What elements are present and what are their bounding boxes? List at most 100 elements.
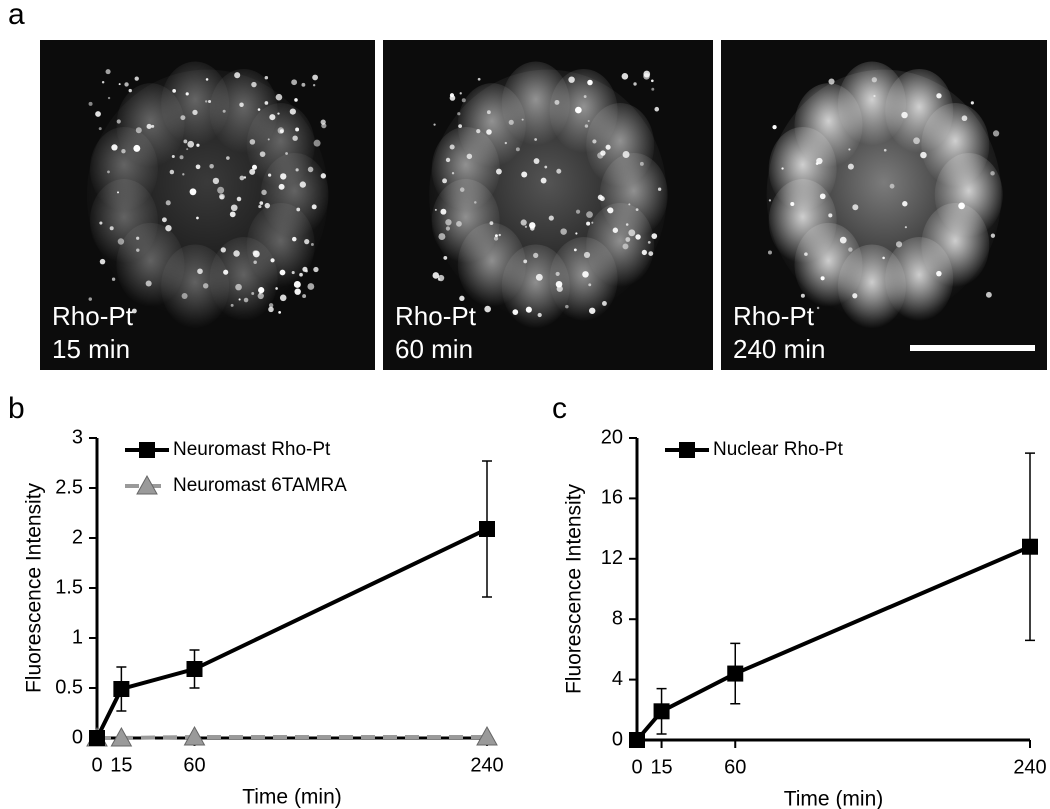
speck (990, 233, 996, 238)
legend-marker (139, 442, 155, 458)
speck (648, 251, 654, 256)
speck (622, 151, 630, 159)
x-tick-label: 15 (650, 756, 672, 778)
speck (292, 236, 297, 242)
speck (476, 129, 481, 134)
y-tick-label: 8 (612, 607, 623, 629)
legend-label: Nuclear Rho-Pt (713, 439, 844, 460)
image-label: Rho-Pt (733, 301, 815, 331)
speck (628, 229, 636, 237)
marker (110, 726, 133, 747)
speck (239, 175, 245, 181)
speck (268, 306, 274, 313)
speck (936, 270, 942, 277)
speck (278, 311, 282, 314)
y-tick-label: 0.5 (55, 676, 83, 698)
speck (196, 216, 199, 220)
speck (445, 219, 452, 226)
speck (236, 196, 242, 202)
x-tick-label: 60 (724, 756, 746, 778)
speck (820, 276, 825, 281)
speck (600, 150, 606, 156)
marker (727, 665, 744, 682)
speck (192, 109, 198, 116)
speck (852, 293, 858, 299)
speck (88, 297, 92, 301)
speck (88, 101, 93, 106)
speck (235, 283, 242, 291)
speck (540, 177, 547, 184)
speck (622, 243, 629, 250)
speck (477, 77, 481, 81)
speck (189, 188, 197, 196)
speck (958, 202, 965, 210)
speck (848, 148, 851, 151)
speck (848, 247, 853, 252)
speck (116, 119, 121, 124)
speck (575, 209, 581, 214)
speck (269, 114, 276, 121)
speck (101, 81, 105, 84)
speck (621, 73, 629, 80)
speck (257, 108, 261, 111)
speck (264, 202, 271, 209)
legend-label: Neuromast Rho-Pt (173, 439, 331, 460)
y-tick-label: 1 (72, 626, 83, 648)
speck (312, 74, 319, 81)
marker (629, 732, 645, 748)
speck (515, 147, 520, 152)
speck (107, 96, 111, 100)
speck (544, 165, 548, 169)
speck (913, 137, 920, 145)
speck (474, 201, 477, 204)
speck (635, 234, 641, 240)
speck (625, 223, 629, 226)
speck (291, 271, 295, 275)
speck (633, 82, 637, 86)
speck (257, 292, 264, 300)
speck (605, 144, 611, 150)
speck (299, 181, 306, 188)
speck (118, 83, 121, 86)
speck (165, 224, 172, 232)
speck (195, 164, 201, 170)
speck (111, 277, 116, 281)
speck (222, 109, 226, 113)
speck (650, 79, 654, 83)
speck (852, 204, 859, 211)
speck (533, 252, 539, 259)
speck (238, 298, 241, 301)
marker (1022, 538, 1038, 555)
speck (313, 266, 319, 273)
speck (258, 287, 265, 294)
speck (493, 236, 499, 241)
speck (904, 226, 907, 229)
speck (197, 268, 203, 275)
marker (186, 661, 203, 677)
speck (264, 75, 269, 80)
speck (647, 240, 651, 244)
speck (847, 163, 854, 170)
speck (264, 101, 269, 105)
speck (654, 106, 660, 112)
speck (312, 84, 316, 87)
x-axis-label: Time (min) (242, 786, 342, 809)
speck (172, 88, 177, 93)
speck (586, 221, 591, 226)
speck (628, 203, 631, 206)
marker (183, 725, 206, 746)
speck (230, 303, 234, 307)
speck (136, 248, 140, 252)
y-tick-label: 3 (72, 426, 83, 448)
charts: 0 0.5 1 1.5 2 2.5 3 0 15 60 240 Time (min) Fluoresce… (23, 426, 1047, 809)
speck (136, 236, 140, 240)
image-label: Rho-Pt (395, 301, 477, 331)
speck (234, 72, 241, 79)
speck (279, 269, 286, 276)
speck (548, 215, 554, 221)
speck (311, 204, 317, 210)
speck (219, 193, 225, 200)
speck (525, 306, 532, 313)
speck (293, 280, 301, 288)
